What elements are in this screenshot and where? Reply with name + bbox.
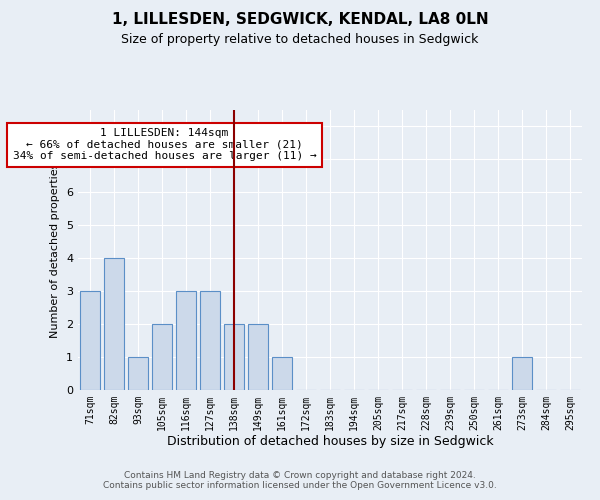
Bar bbox=[176, 291, 196, 390]
Bar bbox=[152, 324, 172, 390]
Bar bbox=[224, 324, 244, 390]
Bar bbox=[104, 258, 124, 390]
Bar bbox=[200, 291, 220, 390]
Bar bbox=[80, 291, 100, 390]
Text: Size of property relative to detached houses in Sedgwick: Size of property relative to detached ho… bbox=[121, 32, 479, 46]
Text: 1, LILLESDEN, SEDGWICK, KENDAL, LA8 0LN: 1, LILLESDEN, SEDGWICK, KENDAL, LA8 0LN bbox=[112, 12, 488, 28]
Text: Distribution of detached houses by size in Sedgwick: Distribution of detached houses by size … bbox=[167, 435, 493, 448]
Bar bbox=[248, 324, 268, 390]
Y-axis label: Number of detached properties: Number of detached properties bbox=[50, 162, 61, 338]
Text: Contains HM Land Registry data © Crown copyright and database right 2024.
Contai: Contains HM Land Registry data © Crown c… bbox=[103, 470, 497, 490]
Text: 1 LILLESDEN: 144sqm
← 66% of detached houses are smaller (21)
34% of semi-detach: 1 LILLESDEN: 144sqm ← 66% of detached ho… bbox=[13, 128, 316, 162]
Bar bbox=[512, 357, 532, 390]
Bar bbox=[272, 357, 292, 390]
Bar bbox=[128, 357, 148, 390]
